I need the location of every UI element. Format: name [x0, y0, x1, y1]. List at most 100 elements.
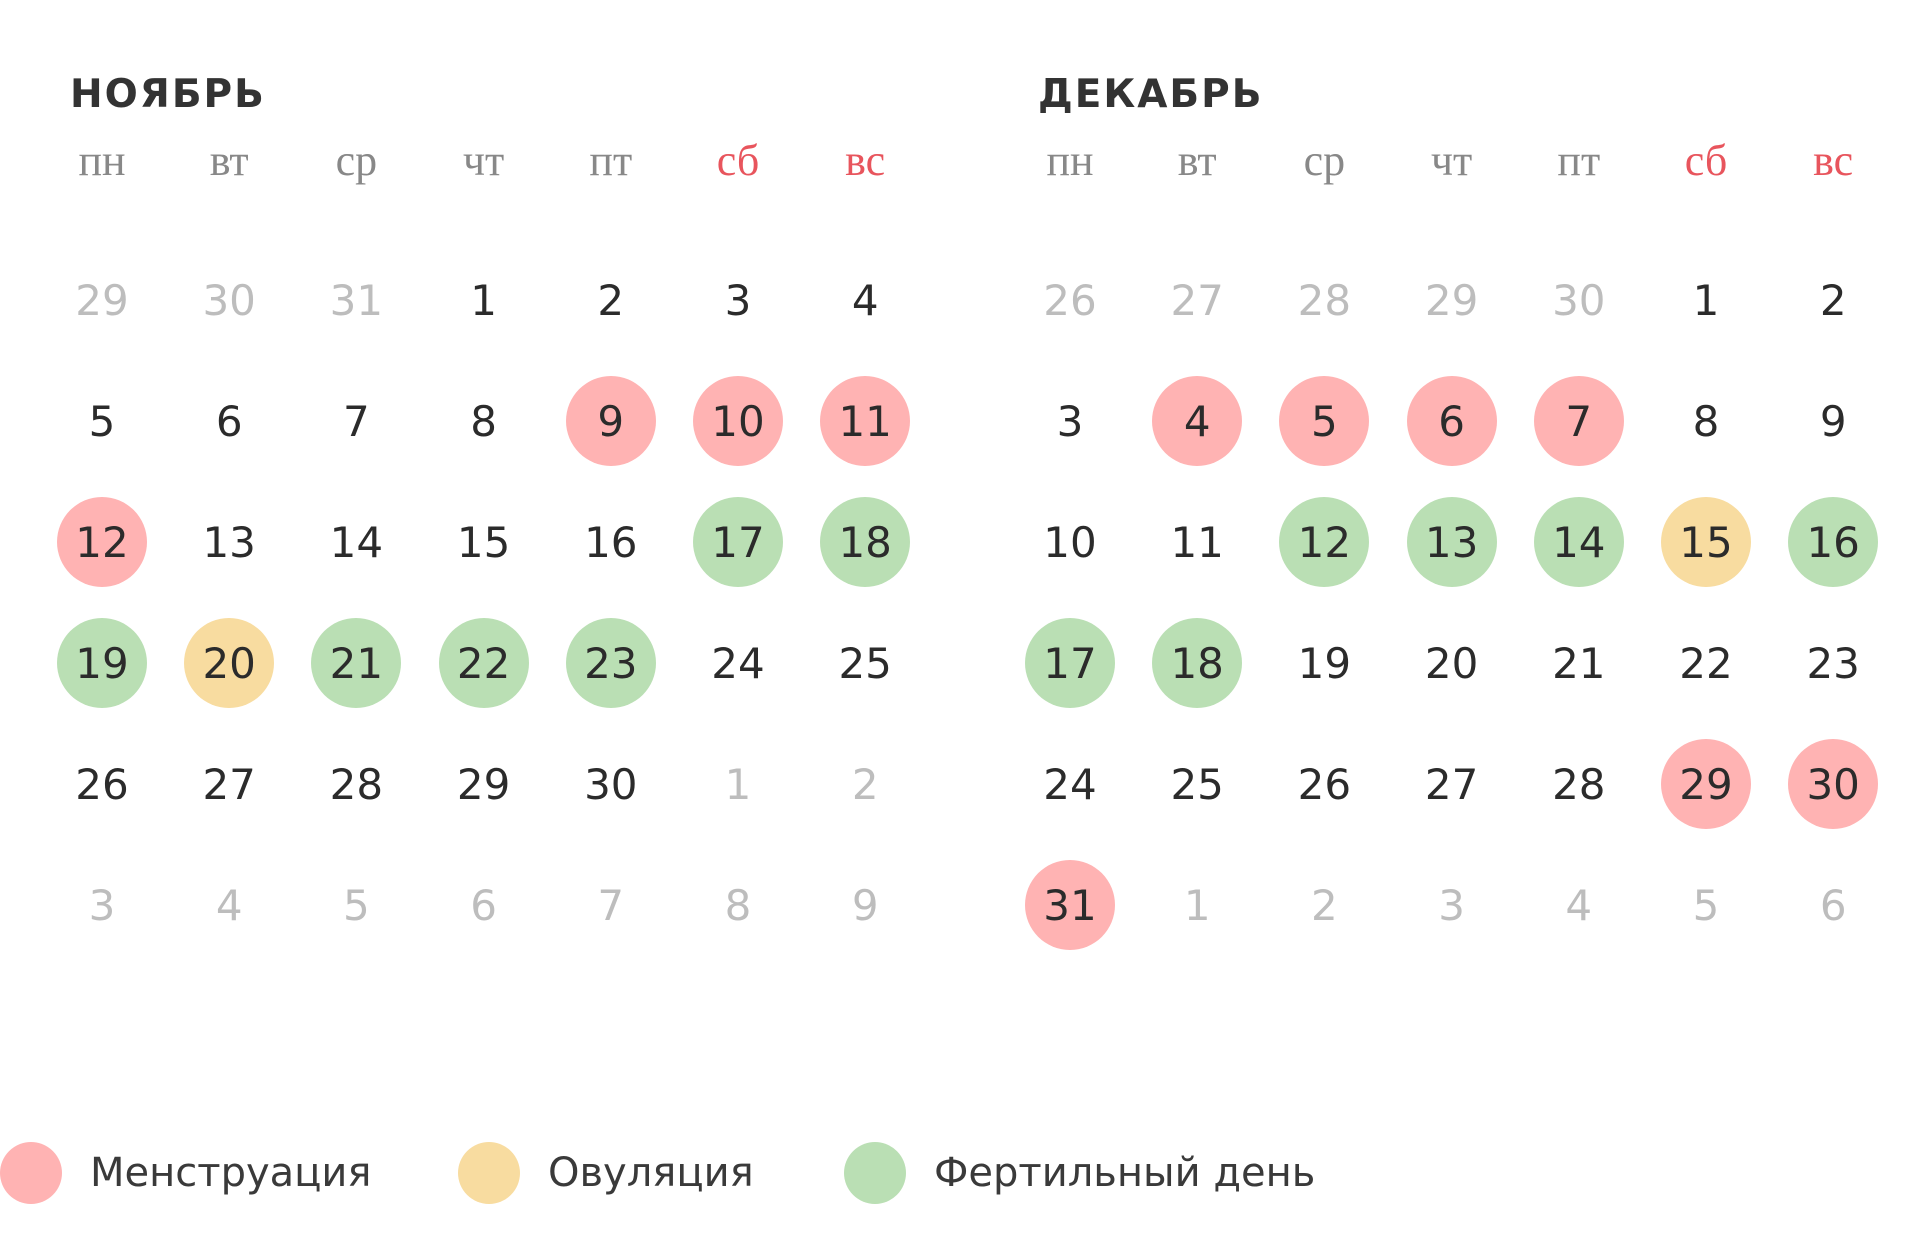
day-cell-menstruation[interactable]: 31: [1025, 860, 1115, 950]
day-cell-menstruation[interactable]: 4: [1152, 376, 1243, 466]
day-cell[interactable]: 24: [711, 638, 765, 688]
legend-label: Фертильный день: [934, 1150, 1316, 1196]
day-cell-fertile[interactable]: 18: [1152, 618, 1243, 708]
day-cell-outside-month: 27: [1170, 275, 1224, 325]
day-cell-outside-month: 26: [1043, 275, 1097, 325]
day-cell-outside-month: 4: [1565, 880, 1593, 930]
day-cell[interactable]: 11: [1170, 517, 1224, 567]
weekday-header: вт: [209, 136, 249, 185]
day-cell-fertile[interactable]: 13: [1406, 497, 1497, 587]
day-cell-outside-month: 7: [597, 880, 625, 930]
day-cell-menstruation[interactable]: 7: [1533, 376, 1624, 466]
day-cell[interactable]: 5: [88, 396, 116, 446]
day-cell[interactable]: 9: [1819, 396, 1847, 446]
day-cell[interactable]: 2: [597, 275, 625, 325]
menstruation-dot-icon: [0, 1142, 62, 1204]
legend-item-fertile: Фертильный день: [844, 1140, 1315, 1206]
day-cell-outside-month: 9: [851, 880, 879, 930]
day-cell[interactable]: 8: [470, 396, 497, 446]
day-cell-outside-month: 5: [1692, 880, 1720, 930]
day-cell-outside-month: 30: [1552, 275, 1606, 325]
day-cell[interactable]: 23: [1806, 638, 1860, 688]
weekday-header: вс: [1813, 136, 1854, 185]
month-title: ДЕКАБРЬ: [1038, 72, 1264, 117]
day-cell[interactable]: 22: [1679, 638, 1733, 688]
day-cell-ovulation[interactable]: 15: [1661, 497, 1751, 587]
day-cell[interactable]: 27: [202, 759, 256, 809]
fertile-dot-icon: [844, 1142, 906, 1204]
legend-item-ovulation: Овуляция: [458, 1140, 754, 1206]
weekday-header: сб: [716, 136, 760, 185]
day-cell-menstruation[interactable]: 11: [820, 376, 911, 466]
day-cell-menstruation[interactable]: 9: [565, 376, 656, 466]
day-cell-menstruation[interactable]: 12: [57, 497, 147, 587]
day-cell-outside-month: 31: [329, 275, 384, 325]
day-cell[interactable]: 3: [724, 275, 752, 325]
day-cell[interactable]: 26: [1297, 759, 1352, 809]
day-cell-fertile[interactable]: 19: [57, 618, 147, 708]
day-cell-outside-month: 3: [88, 880, 116, 930]
day-cell-fertile[interactable]: 16: [1788, 497, 1879, 587]
day-cell[interactable]: 10: [1043, 517, 1097, 567]
day-cell[interactable]: 29: [456, 759, 511, 809]
day-cell-outside-month: 4: [215, 880, 243, 930]
day-cell-outside-month: 1: [1183, 880, 1211, 930]
day-cell[interactable]: 14: [329, 517, 384, 567]
day-cell-menstruation[interactable]: 30: [1788, 739, 1879, 829]
day-cell[interactable]: 16: [584, 517, 638, 567]
day-cell[interactable]: 25: [838, 638, 892, 688]
day-cell-outside-month: 29: [1424, 275, 1479, 325]
day-cell-fertile[interactable]: 17: [693, 497, 783, 587]
day-cell-menstruation[interactable]: 10: [693, 376, 783, 466]
day-cell-outside-month: 3: [1438, 880, 1465, 930]
day-cell[interactable]: 3: [1056, 396, 1084, 446]
day-cell[interactable]: 13: [202, 517, 256, 567]
weekday-header: пт: [589, 136, 633, 185]
day-cell-outside-month: 29: [75, 275, 129, 325]
day-cell-menstruation[interactable]: 5: [1279, 376, 1370, 466]
day-cell-outside-month: 28: [1297, 275, 1352, 325]
day-cell[interactable]: 2: [1819, 275, 1847, 325]
day-cell-outside-month: 2: [851, 759, 879, 809]
legend-label: Овуляция: [548, 1150, 754, 1196]
month-title: НОЯБРЬ: [70, 72, 266, 117]
day-cell-menstruation[interactable]: 6: [1406, 376, 1497, 466]
day-cell-fertile[interactable]: 18: [820, 497, 911, 587]
day-cell[interactable]: 1: [1692, 275, 1720, 325]
day-cell-outside-month: 5: [343, 880, 370, 930]
day-cell[interactable]: 6: [215, 396, 243, 446]
day-cell[interactable]: 8: [1692, 396, 1720, 446]
weekday-header: вс: [845, 136, 886, 185]
day-cell[interactable]: 27: [1424, 759, 1479, 809]
day-cell-fertile[interactable]: 23: [565, 618, 656, 708]
day-cell-fertile[interactable]: 21: [311, 618, 402, 708]
weekday-header: вт: [1177, 136, 1217, 185]
day-cell[interactable]: 28: [329, 759, 384, 809]
weekday-header: пт: [1557, 136, 1601, 185]
day-cell[interactable]: 15: [456, 517, 511, 567]
day-cell[interactable]: 24: [1043, 759, 1097, 809]
day-cell[interactable]: 28: [1552, 759, 1606, 809]
day-cell-outside-month: 6: [1819, 880, 1847, 930]
day-cell-ovulation[interactable]: 20: [184, 618, 275, 708]
legend: Менструация Овуляция Фертильный день: [0, 1140, 1920, 1206]
day-cell-fertile[interactable]: 12: [1279, 497, 1370, 587]
day-cell[interactable]: 7: [343, 396, 370, 446]
day-cell[interactable]: 19: [1297, 638, 1352, 688]
day-cell[interactable]: 4: [851, 275, 879, 325]
weekday-header: ср: [335, 136, 378, 185]
day-cell[interactable]: 25: [1170, 759, 1224, 809]
day-cell[interactable]: 20: [1424, 638, 1479, 688]
day-cell-fertile[interactable]: 22: [438, 618, 529, 708]
day-cell-fertile[interactable]: 14: [1533, 497, 1624, 587]
day-cell[interactable]: 21: [1552, 638, 1606, 688]
weekday-header: чт: [1430, 136, 1473, 185]
weekday-header: ср: [1303, 136, 1346, 185]
day-cell[interactable]: 26: [75, 759, 129, 809]
day-cell[interactable]: 1: [470, 275, 497, 325]
legend-label: Менструация: [90, 1150, 372, 1196]
day-cell[interactable]: 30: [584, 759, 638, 809]
day-cell-fertile[interactable]: 17: [1025, 618, 1115, 708]
day-cell-menstruation[interactable]: 29: [1661, 739, 1751, 829]
